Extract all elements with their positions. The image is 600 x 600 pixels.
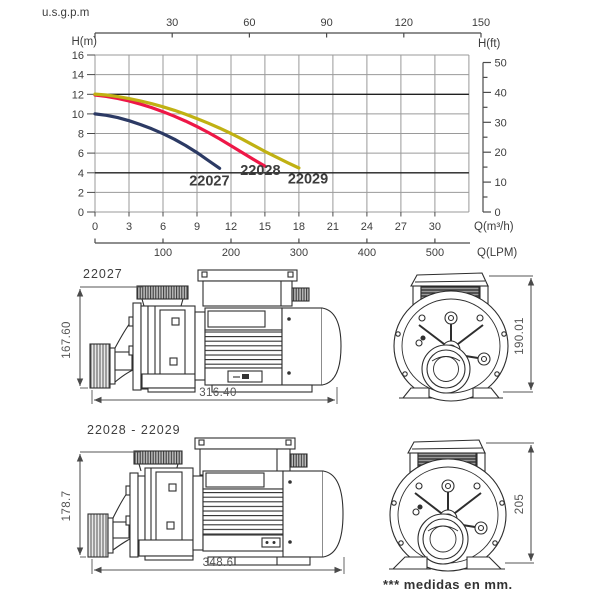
svg-text:18: 18 (293, 221, 305, 233)
grid (94, 54, 470, 213)
pump2-motor (202, 470, 344, 566)
svg-text:u.s.g.p.m: u.s.g.p.m (42, 7, 89, 19)
svg-text:30: 30 (166, 17, 178, 29)
svg-text:20: 20 (495, 147, 507, 159)
svg-text:27: 27 (395, 221, 407, 233)
left-axis (87, 54, 95, 213)
svg-text:6: 6 (78, 148, 84, 160)
svg-text:16: 16 (72, 50, 84, 62)
svg-text:8: 8 (78, 129, 84, 141)
pump1-front-art (393, 272, 509, 402)
svg-text:300: 300 (290, 247, 308, 259)
pump2-length-dim: 348.6 (203, 557, 234, 569)
pump1-body (141, 305, 196, 393)
pump1-front-dimension-lines (489, 275, 535, 393)
svg-text:30: 30 (495, 117, 507, 129)
curve-label-22029: 22029 (288, 172, 328, 188)
pump1-front-view-drawing: 190.01 (393, 272, 535, 402)
svg-text:H(m): H(m) (71, 36, 97, 48)
pump2-terminal-box (194, 437, 308, 476)
pump1-motor (204, 307, 342, 393)
pump2-front-view-drawing: 205 (389, 439, 535, 572)
svg-text:120: 120 (395, 17, 413, 29)
pump1-front-port (421, 344, 471, 394)
pump1-dimension-lines (76, 286, 338, 404)
curve-label-22028: 22028 (240, 163, 280, 179)
pump1-side-art (89, 269, 342, 393)
svg-text:100: 100 (154, 247, 172, 259)
curve-22028 (93, 93, 267, 168)
svg-text:14: 14 (72, 70, 84, 82)
svg-text:12: 12 (225, 221, 237, 233)
svg-text:500: 500 (426, 247, 444, 259)
svg-text:400: 400 (358, 247, 376, 259)
pump2-title: 22028 - 22029 (87, 423, 181, 437)
lpm-axis (94, 238, 470, 244)
svg-text:24: 24 (361, 221, 373, 233)
pump2-front-height-dim: 205 (514, 494, 526, 514)
right-axis-hft (482, 61, 491, 213)
pump1-length-dim: 316.40 (199, 387, 237, 399)
pump2-dimension-lines (76, 451, 345, 574)
pump1-inlet-thread (89, 343, 116, 389)
top-axis-usgpm (94, 32, 482, 39)
svg-text:Q(LPM): Q(LPM) (477, 247, 517, 259)
svg-text:3: 3 (126, 221, 132, 233)
svg-text:4: 4 (78, 168, 84, 180)
svg-text:10: 10 (495, 177, 507, 189)
svg-text:15: 15 (259, 221, 271, 233)
svg-text:6: 6 (160, 221, 166, 233)
pump2-front-port (417, 513, 469, 565)
pump1-terminal-box (197, 269, 310, 307)
svg-text:90: 90 (320, 17, 332, 29)
svg-text:150: 150 (472, 17, 490, 29)
svg-text:Q(m³/h): Q(m³/h) (474, 221, 514, 233)
svg-text:0: 0 (495, 207, 501, 219)
svg-text:9: 9 (194, 221, 200, 233)
svg-text:0: 0 (92, 221, 98, 233)
svg-text:50: 50 (495, 58, 507, 70)
pump2-front-art (389, 439, 507, 572)
curve-label-22027: 22027 (189, 174, 229, 190)
curve-22027 (93, 112, 222, 170)
pump2-body (138, 467, 194, 561)
units-note: *** medidas en mm. (383, 577, 513, 592)
svg-text:40: 40 (495, 87, 507, 99)
svg-text:0: 0 (78, 207, 84, 219)
svg-text:H(ft): H(ft) (478, 38, 501, 50)
pump2-inlet-thread (87, 513, 114, 558)
pump2-height-dim: 178.7 (61, 491, 73, 522)
pump1-union-nut (136, 285, 189, 307)
pump2-side-view-drawing: 22028 - 22029 (61, 423, 345, 574)
svg-text:60: 60 (243, 17, 255, 29)
bottom-axis-m3h (94, 212, 436, 217)
pump1-front-height-dim: 190.01 (514, 317, 526, 355)
pump2-side-art (87, 437, 344, 566)
pump1-side-view-drawing: 22027 (61, 267, 342, 404)
svg-text:2: 2 (78, 187, 84, 199)
svg-text:30: 30 (429, 221, 441, 233)
pump2-front-dimension-lines (486, 442, 535, 564)
svg-text:21: 21 (327, 221, 339, 233)
curve-22029 (93, 92, 301, 170)
svg-text:12: 12 (72, 89, 84, 101)
pump1-title: 22027 (83, 267, 123, 281)
svg-text:10: 10 (72, 109, 84, 121)
pump1-height-dim: 167.60 (61, 321, 73, 359)
svg-text:200: 200 (222, 247, 240, 259)
